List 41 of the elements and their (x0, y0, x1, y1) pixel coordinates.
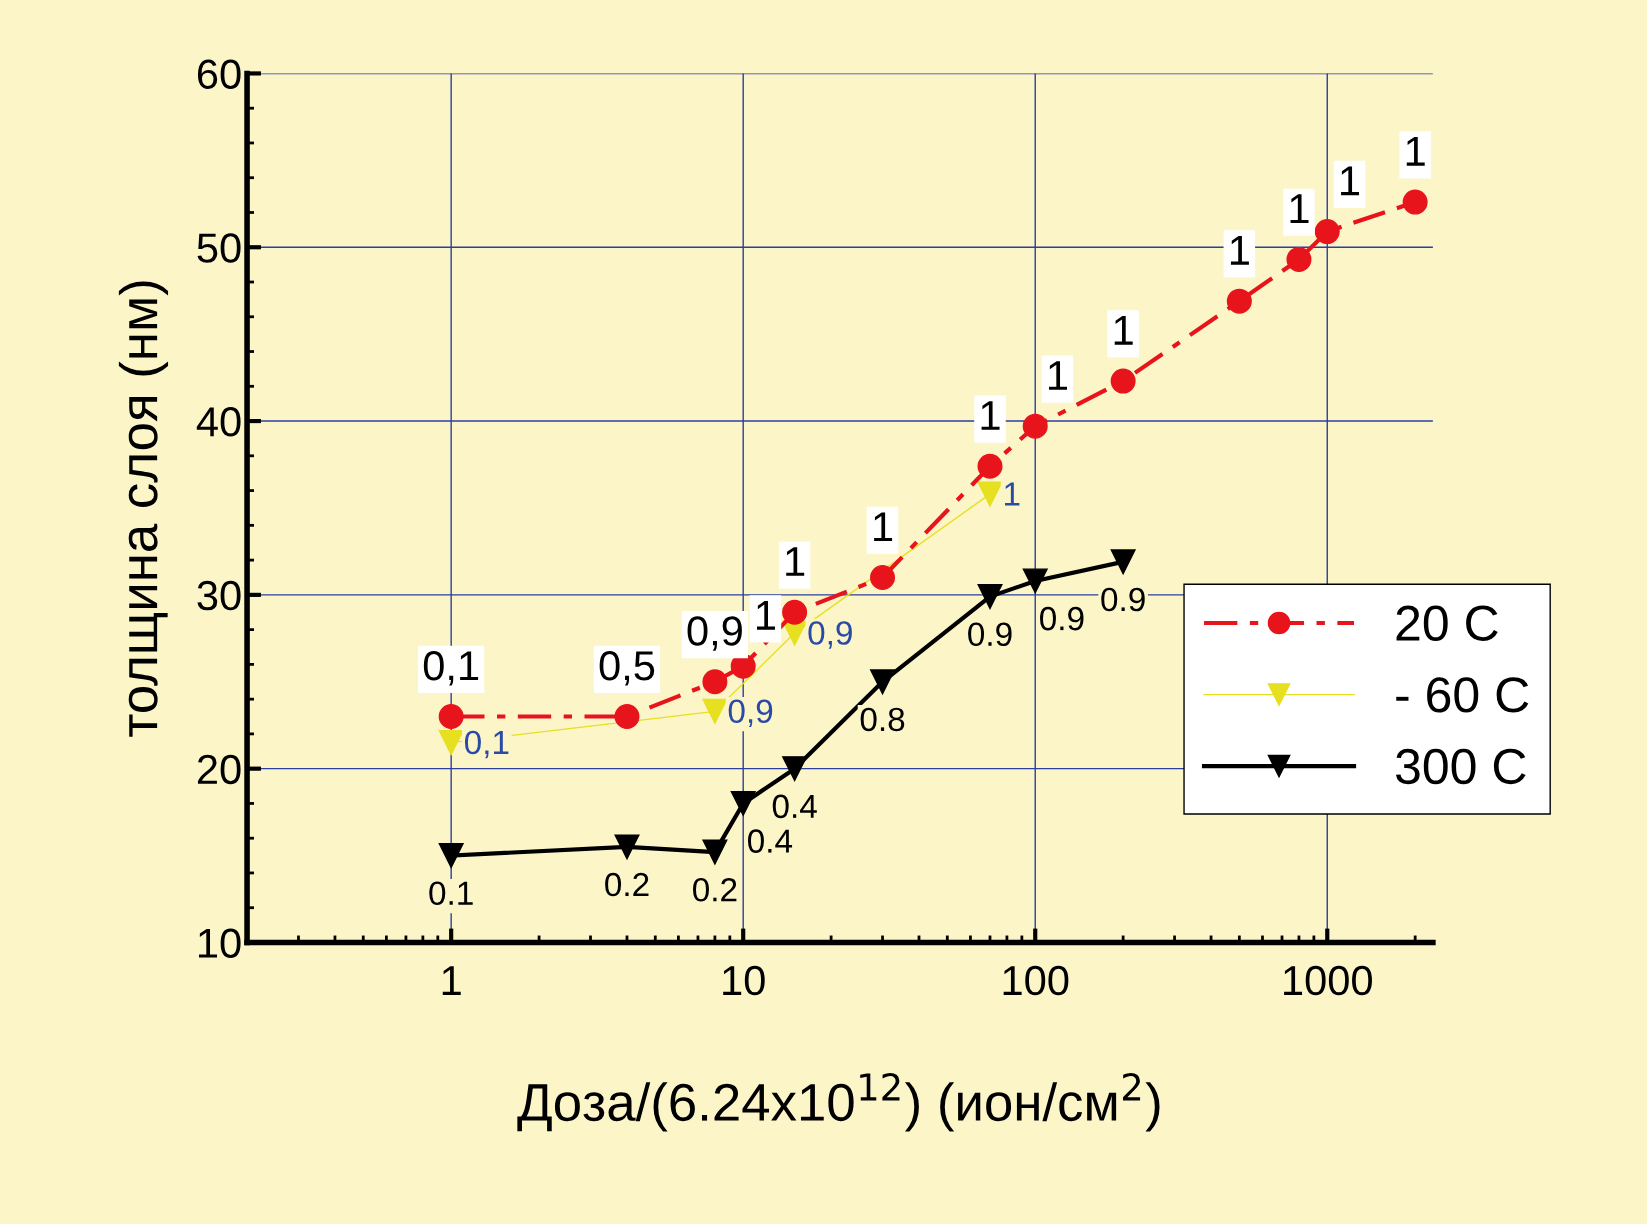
annotation: 0,9 (728, 699, 773, 727)
annotation: 0,9 (808, 621, 852, 649)
annotation: 0.1 (429, 881, 473, 906)
x-tick-label: 1 (442, 966, 461, 995)
annotation: 1 (786, 547, 805, 576)
y-tick-label: 50 (197, 233, 241, 263)
annotation: 1 (1290, 194, 1309, 223)
y-tick-label: 40 (196, 407, 241, 437)
annotation: 0.4 (748, 829, 793, 853)
legend-label: 300 C (1395, 748, 1526, 785)
legend-label: 20 C (1396, 605, 1498, 641)
annotation: 0.2 (605, 872, 649, 897)
x-axis-title: Доза/(6.24x10$^{12}$) (ион/см$^{2}$) (517, 1072, 1160, 1132)
annotation: 1 (1230, 236, 1249, 265)
annotation: 1 (981, 401, 1000, 430)
annotation: 0,9 (687, 616, 742, 651)
annotation: 1 (1049, 361, 1067, 390)
annotation: 0.9 (1040, 606, 1084, 631)
y-tick-label: 10 (199, 928, 241, 958)
annotation: 0.2 (693, 877, 737, 902)
annotation: 0,1 (464, 730, 509, 759)
annotation: 1 (757, 601, 775, 630)
x-tick-label: 10 (723, 965, 765, 996)
x-tick-label: 1000 (1284, 965, 1372, 996)
annotation: 0.4 (772, 794, 817, 819)
legend-label: - 60 C (1396, 677, 1529, 713)
annotation: 1 (874, 512, 893, 542)
annotation: 0.8 (860, 707, 905, 732)
annotation: 0,5 (599, 651, 655, 686)
y-tick-label: 60 (197, 59, 241, 89)
annotation: 1 (1005, 482, 1020, 506)
annotation: 1 (1114, 315, 1133, 345)
annotation: 1 (1406, 136, 1425, 166)
y-tick-label: 20 (197, 754, 241, 785)
y-tick-label: 30 (197, 580, 241, 611)
annotation: 0.9 (1101, 587, 1145, 612)
x-tick-label: 100 (1003, 965, 1069, 996)
annotation: 0.9 (968, 622, 1012, 647)
annotation: 1 (1341, 166, 1360, 196)
annotation: 0,1 (423, 651, 479, 686)
y-axis-title: толщина слоя (нм) (118, 281, 169, 737)
